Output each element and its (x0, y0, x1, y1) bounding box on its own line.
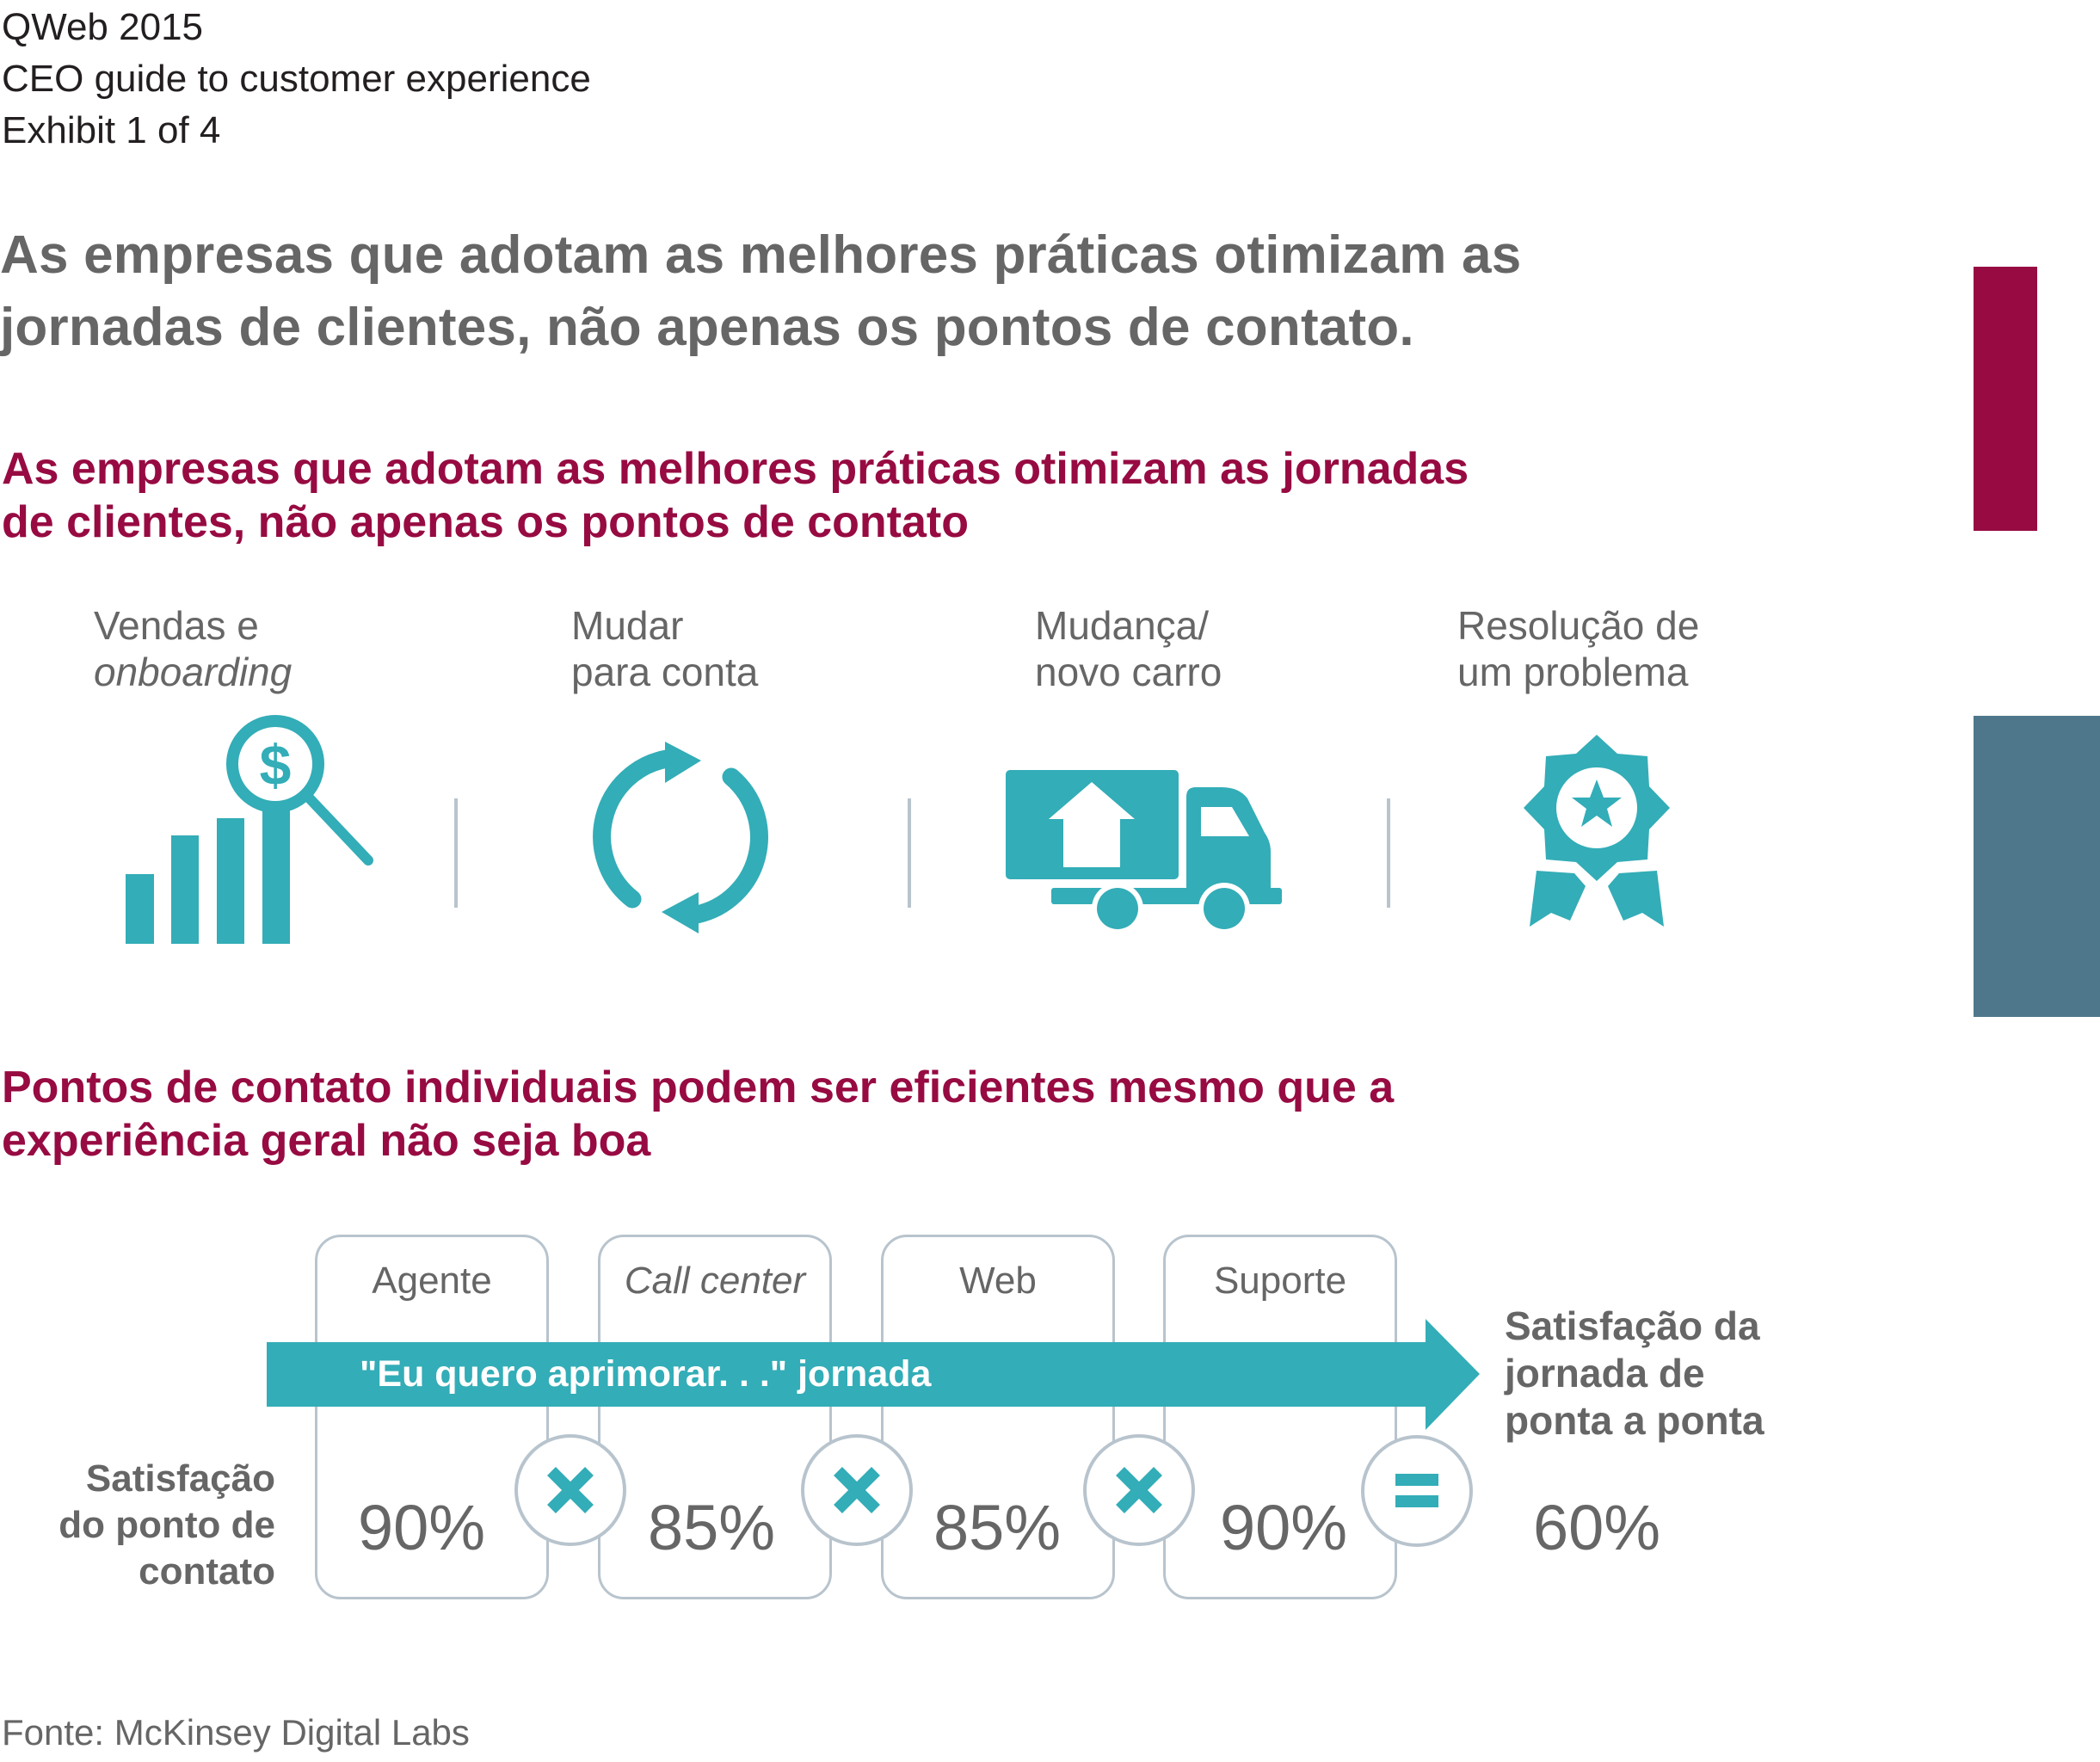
end-label-line-1: Satisfação da (1505, 1303, 1760, 1348)
journey-separator (1387, 798, 1390, 908)
section2-title-line-2: experiência geral não seja boa (2, 1116, 651, 1166)
row-label-line-3: contato (139, 1550, 275, 1593)
journey-label-line-2: para conta (571, 650, 759, 694)
exhibit-label: Exhibit 1 of 4 (2, 109, 221, 151)
touchpoint-box-web: Web (881, 1235, 1115, 1599)
multiply-operator (514, 1434, 626, 1546)
page-headline: As empresas que adotam as melhores práti… (0, 219, 1807, 364)
multiply-operator (1083, 1434, 1195, 1546)
journey-label-line-2: onboarding (94, 650, 293, 694)
refresh-cycle-icon (593, 742, 768, 933)
touchpoint-name: Agente (372, 1260, 492, 1302)
touchpoint-satisfaction-call-center: 85% (648, 1492, 776, 1563)
multiply-icon (547, 1467, 594, 1513)
section2-title: Pontos de contato individuais podem ser … (2, 1061, 1808, 1167)
multiply-icon (834, 1467, 880, 1513)
journey-label-line-2: novo carro (1035, 650, 1222, 694)
journey-satisfaction-label: Satisfação da jornada de ponta a ponta (1505, 1303, 1764, 1445)
series-label: CEO guide to customer experience (2, 58, 591, 100)
touchpoint-box-agente: Agente (315, 1235, 549, 1599)
journey-label-line-1: Mudança/ (1035, 603, 1210, 648)
crimson-accent-bar (1974, 267, 2037, 531)
end-label-line-3: ponta a ponta (1505, 1398, 1764, 1443)
multiply-operator (801, 1434, 913, 1546)
equals-icon (1395, 1474, 1438, 1507)
headline-line-2: jornadas de clientes, não apenas os pont… (0, 298, 1414, 357)
journey-label-line-1: Resolução de (1457, 603, 1700, 648)
section1-title: As empresas que adotam as melhores práti… (2, 442, 1808, 549)
touchpoint-satisfaction-suporte: 90% (1220, 1492, 1348, 1563)
touchpoint-name: Suporte (1213, 1260, 1347, 1302)
journey-label-moving: Mudança/ novo carro (1035, 602, 1222, 695)
journey-satisfaction-value: 60% (1533, 1492, 1661, 1563)
journey-band-label: "Eu quero aprimorar. . ." jornada (360, 1353, 932, 1395)
multiply-icon (1116, 1467, 1162, 1513)
svg-text:$: $ (260, 733, 292, 797)
touchpoint-satisfaction-agente: 90% (358, 1492, 486, 1563)
journey-label-line-2: um problema (1457, 650, 1689, 694)
journey-separator (908, 798, 911, 908)
publication-label: QWeb 2015 (2, 6, 204, 48)
journey-label-line-1: Mudar (571, 603, 684, 648)
journey-label-switch-account: Mudar para conta (571, 602, 758, 695)
touchpoint-name: Web (959, 1260, 1037, 1302)
source-note: Fonte: McKinsey Digital Labs (2, 1712, 470, 1753)
journey-label-problem: Resolução de um problema (1457, 602, 1699, 695)
touchpoint-box-call-center: Call center (598, 1235, 832, 1599)
section1-title-line-2: de clientes, não apenas os pontos de con… (2, 497, 969, 547)
touchpoint-satisfaction-label: Satisfação do ponto de contato (0, 1456, 275, 1595)
journey-separator (454, 798, 458, 908)
journey-label-line-1: Vendas e (94, 603, 259, 648)
touchpoint-satisfaction-web: 85% (933, 1492, 1062, 1563)
slate-accent-bar (1974, 716, 2100, 1017)
headline-line-1: As empresas que adotam as melhores práti… (0, 225, 1522, 285)
touchpoint-box-suporte: Suporte (1163, 1235, 1397, 1599)
sales-chart-magnifier-icon: $ (126, 715, 373, 944)
award-badge-icon (1524, 735, 1670, 927)
moving-truck-icon (1006, 770, 1282, 933)
section2-title-line-1: Pontos de contato individuais podem ser … (2, 1063, 1395, 1112)
row-label-line-1: Satisfação (85, 1457, 275, 1500)
journey-arrow (267, 1319, 1480, 1430)
journey-label-sales: Vendas e onboarding (94, 602, 292, 695)
section1-title-line-1: As empresas que adotam as melhores práti… (2, 444, 1469, 494)
equals-operator (1361, 1435, 1473, 1547)
row-label-line-2: do ponto de (59, 1504, 275, 1546)
end-label-line-2: jornada de (1505, 1351, 1705, 1395)
touchpoint-name: Call center (624, 1260, 806, 1302)
